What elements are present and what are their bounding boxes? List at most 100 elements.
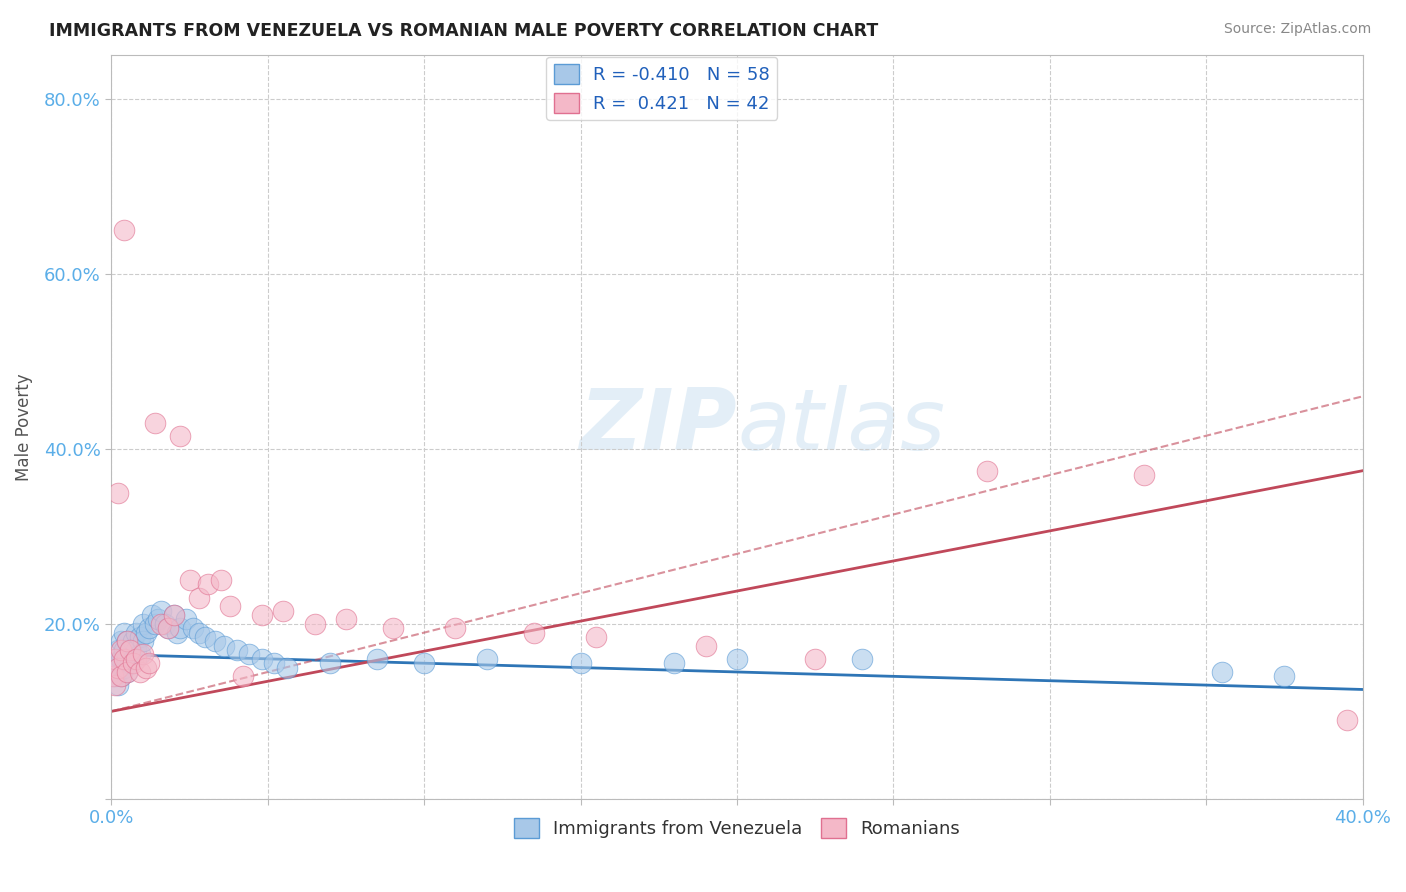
Point [148,612,170,626]
Point [150,604,173,618]
Point [115,665,138,679]
Point [107,678,129,692]
Text: Source: ZipAtlas.com: Source: ZipAtlas.com [1223,22,1371,37]
Point [1336,713,1358,727]
Point [238,648,260,662]
Point [197,577,219,591]
Point [1132,468,1154,483]
Point [204,634,226,648]
Point [125,625,148,640]
Point [125,652,148,666]
Point [120,657,142,671]
Point [115,634,138,648]
Point [381,621,404,635]
Point [1211,665,1233,679]
Point [103,669,125,683]
Point [263,657,285,671]
Point [250,652,273,666]
Point [138,657,160,671]
Point [112,660,135,674]
Point [143,416,166,430]
Point [169,621,191,635]
Legend: Immigrants from Venezuela, Romanians: Immigrants from Venezuela, Romanians [506,811,967,846]
Point [194,630,217,644]
Point [103,652,125,666]
Point [112,223,135,237]
Point [112,643,135,657]
Point [101,665,124,679]
Point [188,625,211,640]
Point [112,625,135,640]
Point [166,625,188,640]
Point [276,660,298,674]
Point [122,657,145,671]
Point [169,428,191,442]
Point [366,652,388,666]
Point [115,652,138,666]
Point [523,625,546,640]
Point [131,634,153,648]
Point [131,648,153,662]
Point [138,621,160,635]
Point [128,648,150,662]
Point [209,573,232,587]
Point [156,621,179,635]
Point [163,608,186,623]
Point [179,573,201,587]
Point [225,643,247,657]
Point [128,665,150,679]
Point [444,621,467,635]
Point [110,634,132,648]
Point [319,657,342,671]
Text: ZIP: ZIP [579,385,737,468]
Point [150,616,173,631]
Point [851,652,873,666]
Point [176,612,198,626]
Point [585,630,607,644]
Point [695,639,717,653]
Point [131,616,153,631]
Point [112,652,135,666]
Point [413,657,436,671]
Point [107,660,129,674]
Point [110,669,132,683]
Y-axis label: Male Poverty: Male Poverty [15,373,32,481]
Point [120,643,142,657]
Point [188,591,211,605]
Point [110,652,132,666]
Point [219,599,242,614]
Point [110,643,132,657]
Point [1272,669,1295,683]
Point [569,657,592,671]
Point [304,616,326,631]
Text: atlas: atlas [737,385,945,468]
Point [101,669,124,683]
Point [122,634,145,648]
Point [115,665,138,679]
Point [128,630,150,644]
Point [125,643,148,657]
Point [120,643,142,657]
Point [212,639,235,653]
Point [163,608,186,623]
Point [725,652,748,666]
Point [976,464,998,478]
Point [103,657,125,671]
Point [122,652,145,666]
Point [664,657,686,671]
Point [135,660,157,674]
Point [232,669,254,683]
Point [804,652,827,666]
Point [107,485,129,500]
Point [156,621,179,635]
Point [107,643,129,657]
Point [475,652,498,666]
Point [181,621,204,635]
Point [143,616,166,631]
Point [103,678,125,692]
Point [335,612,357,626]
Text: IMMIGRANTS FROM VENEZUELA VS ROMANIAN MALE POVERTY CORRELATION CHART: IMMIGRANTS FROM VENEZUELA VS ROMANIAN MA… [49,22,879,40]
Point [153,616,176,631]
Point [141,608,163,623]
Point [250,608,273,623]
